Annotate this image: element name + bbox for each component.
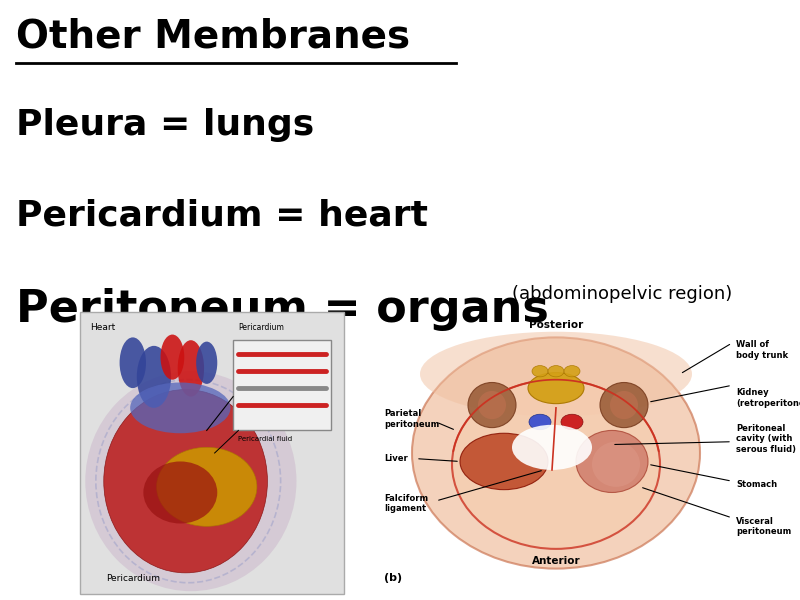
- Ellipse shape: [130, 383, 230, 433]
- Ellipse shape: [157, 448, 257, 526]
- Ellipse shape: [137, 346, 171, 408]
- Ellipse shape: [178, 340, 204, 397]
- Ellipse shape: [478, 391, 506, 419]
- Ellipse shape: [564, 365, 580, 377]
- Text: Pleura = lungs: Pleura = lungs: [16, 108, 314, 142]
- Ellipse shape: [532, 365, 548, 377]
- Text: Liver: Liver: [384, 454, 408, 463]
- Text: (b): (b): [384, 573, 402, 583]
- Ellipse shape: [120, 337, 146, 388]
- Text: Visceral
peritoneum: Visceral peritoneum: [736, 517, 791, 536]
- Ellipse shape: [512, 425, 592, 470]
- Text: Falciform
ligament: Falciform ligament: [384, 494, 428, 514]
- Text: Pericardium = heart: Pericardium = heart: [16, 198, 428, 232]
- Text: (abdominopelvic region): (abdominopelvic region): [512, 285, 732, 303]
- Ellipse shape: [610, 391, 638, 419]
- Text: Pericardium: Pericardium: [238, 323, 284, 332]
- Text: Pericardial fluid: Pericardial fluid: [238, 436, 293, 442]
- Ellipse shape: [529, 414, 551, 430]
- Ellipse shape: [452, 380, 660, 549]
- Ellipse shape: [576, 430, 648, 493]
- Text: Anterior: Anterior: [532, 556, 580, 566]
- Ellipse shape: [528, 373, 584, 404]
- Text: Kidney
(retroperitoneal): Kidney (retroperitoneal): [736, 388, 800, 407]
- Ellipse shape: [600, 383, 648, 428]
- Ellipse shape: [548, 365, 564, 377]
- Text: Peritoneal
cavity (with
serous fluid): Peritoneal cavity (with serous fluid): [736, 424, 796, 454]
- FancyBboxPatch shape: [233, 340, 331, 430]
- Ellipse shape: [161, 335, 184, 380]
- Text: Parietal
peritoneum: Parietal peritoneum: [384, 409, 439, 429]
- Text: Stomach: Stomach: [736, 479, 777, 488]
- Text: Heart: Heart: [90, 323, 116, 332]
- Ellipse shape: [460, 433, 548, 490]
- Ellipse shape: [104, 389, 267, 573]
- Text: Peritoneum = organs: Peritoneum = organs: [16, 288, 549, 331]
- Ellipse shape: [468, 383, 516, 428]
- Ellipse shape: [86, 371, 297, 591]
- Ellipse shape: [420, 332, 692, 416]
- FancyBboxPatch shape: [80, 312, 344, 594]
- Text: Other Membranes: Other Membranes: [16, 18, 410, 56]
- Text: Posterior: Posterior: [529, 320, 583, 331]
- Text: Pericardium: Pericardium: [106, 574, 160, 583]
- Text: Wall of
body trunk: Wall of body trunk: [736, 340, 788, 359]
- Ellipse shape: [143, 461, 218, 523]
- Ellipse shape: [412, 337, 700, 569]
- Ellipse shape: [196, 341, 218, 384]
- Ellipse shape: [561, 414, 583, 430]
- Ellipse shape: [592, 442, 640, 487]
